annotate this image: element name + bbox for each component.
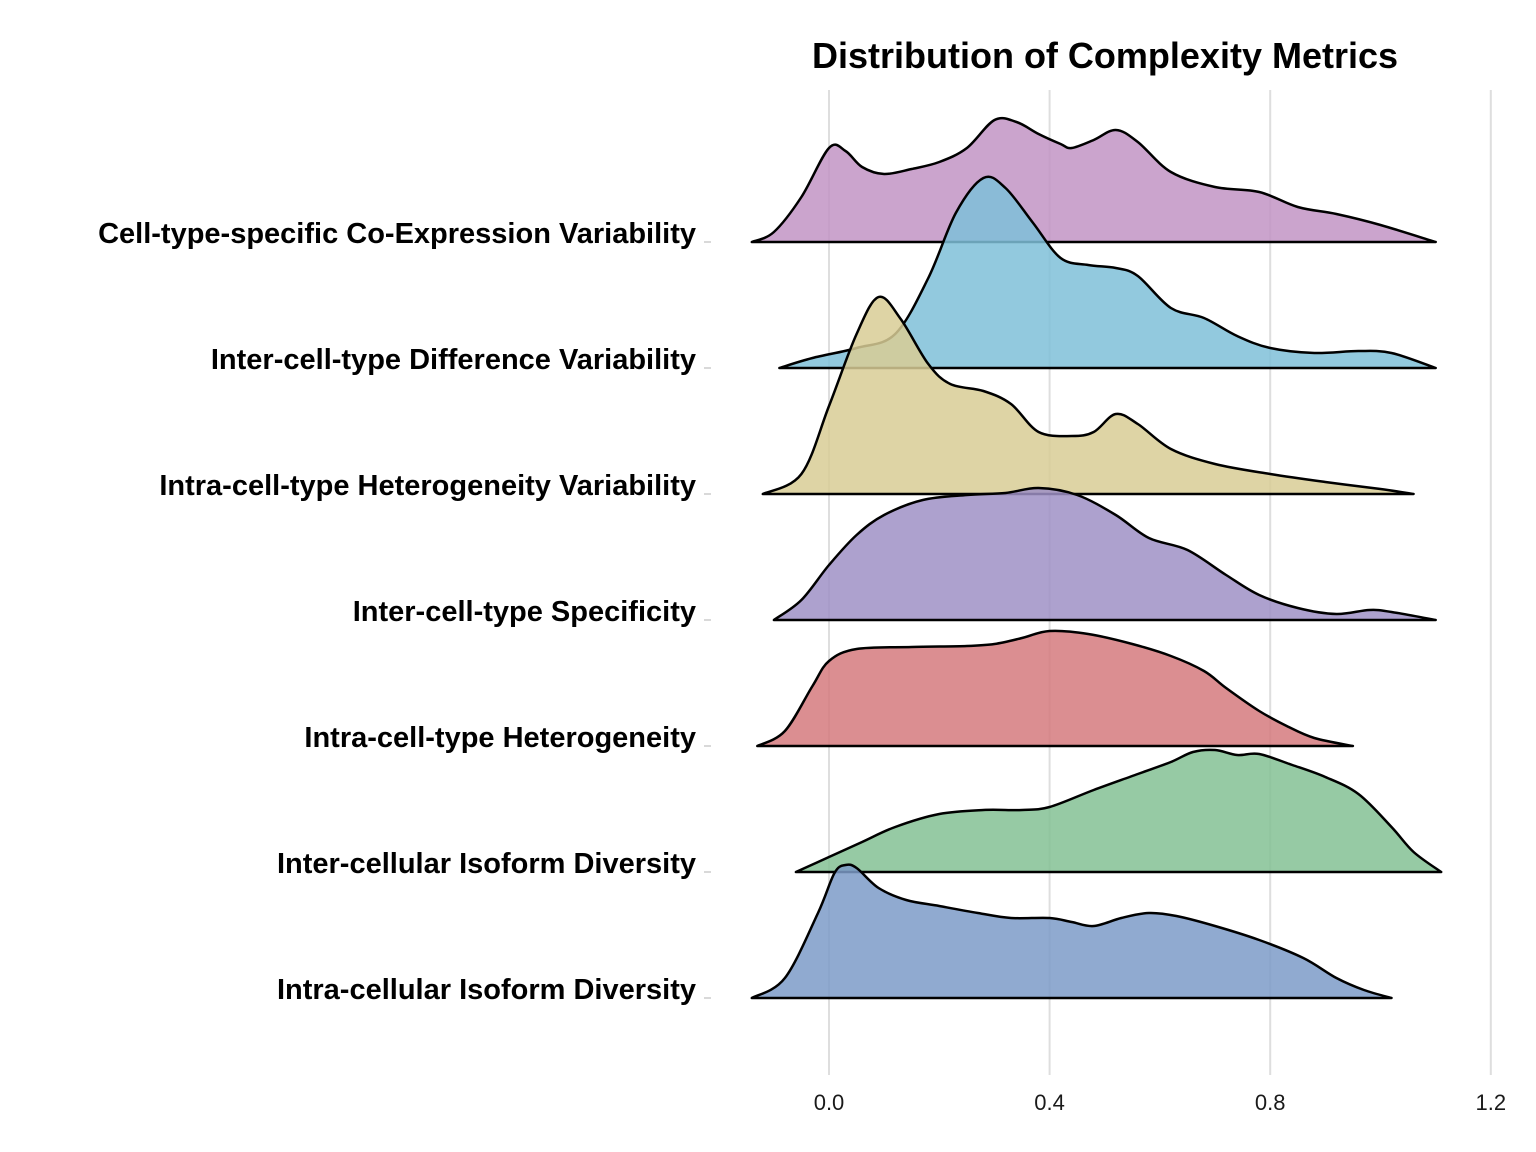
ridge-intra-cell-type-heterogeneity-variability [761, 295, 1415, 496]
y-label-intra-cell-type-heterogeneity-variability: Intra-cell-type Heterogeneity Variabilit… [159, 470, 696, 502]
y-tick-marks [704, 241, 711, 999]
y-label-inter-cell-type-specificity: Inter-cell-type Specificity [353, 596, 696, 628]
y-label-inter-cellular-isoform-diversity: Inter-cellular Isoform Diversity [277, 848, 696, 880]
ridge-inter-cellular-isoform-diversity [794, 748, 1443, 874]
ridges [750, 116, 1443, 1000]
y-label-cell-type-specific-co-expression-variability: Cell-type-specific Co-Expression Variabi… [98, 218, 696, 250]
ridge-area [750, 116, 1437, 244]
y-label-inter-cell-type-difference-variability: Inter-cell-type Difference Variability [211, 344, 696, 376]
ridge-inter-cell-type-specificity [772, 486, 1437, 622]
x-axis-tick-labels: 0.0 0.4 0.8 1.2 [814, 1090, 1506, 1115]
x-tick-label: 0.0 [814, 1090, 845, 1115]
ridge-area [761, 295, 1415, 496]
ridge-intra-cellular-isoform-diversity [750, 863, 1393, 1000]
x-tick-label: 1.2 [1476, 1090, 1507, 1115]
ridge-inter-cell-type-difference-variability [778, 175, 1437, 370]
y-label-intra-cell-type-heterogeneity: Intra-cell-type Heterogeneity [304, 722, 696, 754]
y-axis-labels: Cell-type-specific Co-Expression Variabi… [98, 218, 696, 1006]
ridge-area [778, 175, 1437, 370]
ridge-cell-type-specific-co-expression-variability [750, 116, 1437, 244]
y-label-intra-cellular-isoform-diversity: Intra-cellular Isoform Diversity [277, 974, 696, 1006]
x-tick-label: 0.4 [1034, 1090, 1065, 1115]
ridge-intra-cell-type-heterogeneity [756, 629, 1355, 748]
ridge-area [794, 748, 1443, 874]
chart-title: Distribution of Complexity Metrics [812, 35, 1398, 76]
ridge-area [750, 863, 1393, 1000]
x-tick-label: 0.8 [1255, 1090, 1286, 1115]
ridge-area [756, 629, 1355, 748]
ridge-area [772, 486, 1437, 622]
